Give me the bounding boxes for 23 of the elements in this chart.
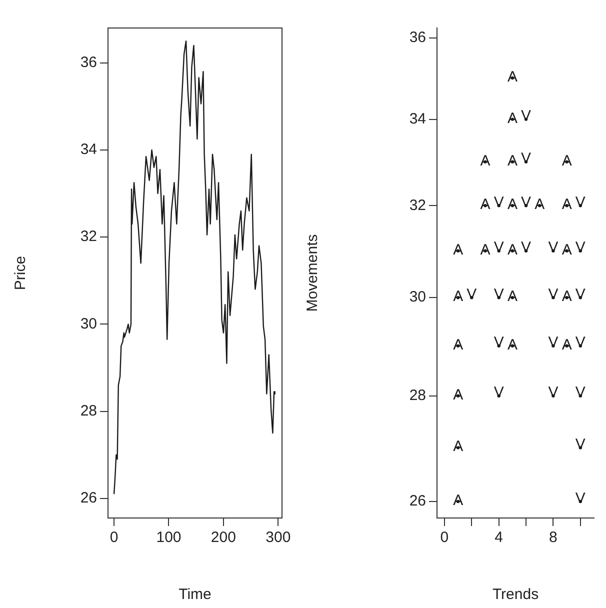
- y-tick-label: 32: [409, 196, 426, 214]
- y-tick-label: 28: [409, 387, 426, 404]
- x-tick-label: 0: [110, 529, 118, 546]
- y-tick-label: 28: [80, 402, 97, 420]
- x-tick-label: 8: [549, 529, 558, 546]
- y-tick-label: 26: [80, 490, 97, 507]
- y-tick-label: 34: [409, 110, 426, 128]
- x-axis-title: Time: [178, 586, 212, 604]
- x-axis-title: Trends: [492, 586, 539, 604]
- x-tick-label: 4: [494, 529, 504, 546]
- y-tick-label: 32: [80, 228, 97, 246]
- x-tick-label: 0: [440, 529, 449, 546]
- y-tick-label: 30: [409, 288, 426, 306]
- x-tick-label: 200: [210, 529, 236, 546]
- x-tick-label: 100: [156, 529, 182, 546]
- x-tick-label: 300: [266, 529, 291, 546]
- y-tick-label: 36: [409, 29, 426, 46]
- y-tick-label: 30: [80, 315, 97, 332]
- y-axis-title: Movements: [304, 234, 322, 312]
- y-tick-label: 26: [409, 492, 426, 510]
- y-axis-title: Price: [12, 256, 30, 290]
- y-tick-label: 34: [80, 141, 97, 158]
- y-tick-label: 36: [80, 54, 97, 71]
